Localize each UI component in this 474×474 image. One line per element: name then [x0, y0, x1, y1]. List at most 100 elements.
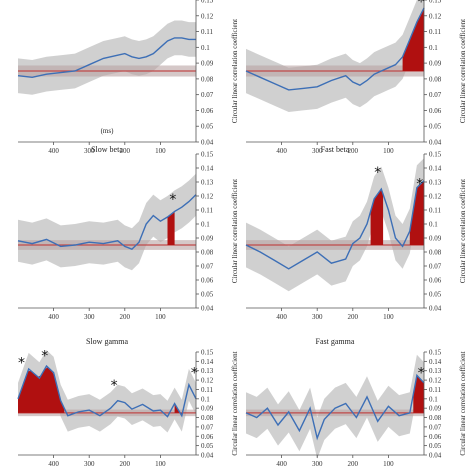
y-tick-label: 0.06	[429, 433, 442, 441]
significance-star: *	[416, 176, 423, 192]
y-tick-label: 0.14	[201, 358, 214, 366]
significance-star: *	[111, 378, 118, 394]
significant-region	[409, 180, 424, 245]
y-tick-label: 0.15	[429, 349, 442, 357]
mean-line	[17, 194, 197, 251]
x-tick-label: 300	[312, 460, 323, 468]
y-tick-label: 0.05	[429, 291, 442, 299]
y-tick-label: 0.04	[201, 452, 214, 460]
confidence-band	[246, 0, 424, 112]
y-tick-label: 0.1	[201, 395, 210, 403]
panel-title: Fast gamma	[316, 337, 355, 346]
y-tick-label: 0.1	[429, 395, 438, 403]
y-tick-label: 0.08	[201, 249, 214, 257]
significant-region	[167, 211, 175, 245]
significance-star: *	[41, 349, 48, 365]
y-tick-label: 0.06	[201, 107, 214, 115]
panel-title: Slow beta	[91, 145, 123, 154]
y-tick-label: 0.11	[429, 28, 441, 36]
confidence-band	[246, 158, 424, 292]
y-tick-label: 0.12	[429, 377, 442, 385]
y-tick-label: 0.07	[429, 263, 442, 271]
y-tick-label: 0.1	[201, 221, 210, 229]
x-tick-label: 300	[312, 147, 323, 155]
panel-5: Fast gamma 400 300 200 1000.040.050.060.070…	[245, 337, 467, 468]
x-tick-label: 400	[276, 313, 287, 321]
x-tick-label: 100	[383, 313, 394, 321]
y-tick-label: 0.1	[201, 44, 210, 52]
panel-2: Slow beta 400 300 200 100 0.04 0.05 0.06 0.07 0.…	[17, 145, 239, 321]
panel-4: Slow gamma 400 300 200 1000.040.050.060.070…	[17, 337, 239, 468]
x-tick-label: 100	[155, 313, 166, 321]
y-tick-label: 0.09	[429, 405, 442, 413]
y-tick-label: 0.04	[429, 305, 442, 313]
panel-title: Slow gamma	[86, 337, 128, 346]
y-axis-label: Circular linear correlation coefficient	[231, 19, 239, 123]
y-tick-label: 0.07	[429, 423, 442, 431]
x-tick-label: 100	[383, 460, 394, 468]
x-tick-label: 200	[348, 313, 359, 321]
x-tick-label: 100	[383, 147, 394, 155]
y-axis-label: Circular linear correlation coefficient	[231, 351, 239, 455]
y-tick-label: 0.11	[201, 28, 213, 36]
y-tick-label: 0.12	[429, 12, 442, 20]
y-axis-label: Circular linear correlation coefficient	[459, 351, 467, 455]
y-tick-label: 0.13	[201, 367, 214, 375]
mean-line	[17, 37, 196, 79]
x-tick-label: 400	[48, 313, 59, 321]
significant-region	[413, 375, 424, 413]
y-tick-label: 0.09	[201, 60, 214, 68]
y-tick-label: 0.07	[429, 91, 442, 99]
panel-0: (ms) 400 300 200 100 0.04 0.05 0.06 0.07 0.08 0.0…	[17, 0, 239, 155]
x-tick-label: 100	[155, 147, 166, 155]
significance-star: *	[418, 366, 425, 382]
y-tick-label: 0.04	[429, 452, 442, 460]
y-tick-label: 0.07	[201, 423, 214, 431]
y-axis-label: Circular linear correlation coefficient	[459, 179, 467, 283]
x-tick-label: 400	[48, 147, 59, 155]
y-tick-label: 0.1	[429, 44, 438, 52]
mean-line	[245, 7, 425, 91]
x-tick-label: 400	[48, 460, 59, 468]
y-axis-label: Circular linear correlation coefficient	[231, 179, 239, 283]
x-tick-label: 200	[120, 313, 131, 321]
y-tick-label: 0.13	[201, 179, 214, 187]
y-tick-label: 0.12	[429, 193, 442, 201]
y-tick-label: 0.09	[429, 235, 442, 243]
y-tick-label: 0.05	[201, 123, 214, 131]
y-tick-label: 0.11	[201, 386, 213, 394]
x-tick-label: 200	[348, 147, 359, 155]
mean-line	[245, 180, 425, 270]
confidence-band	[246, 354, 424, 459]
y-tick-label: 0.12	[201, 193, 214, 201]
y-axis-label: Circular linear correlation coefficient	[459, 19, 467, 123]
y-tick-label: 0.09	[429, 60, 442, 68]
significant-region	[402, 7, 424, 71]
y-tick-label: 0.09	[201, 235, 214, 243]
y-tick-label: 0.14	[429, 165, 442, 173]
significance-star: *	[418, 0, 425, 11]
panel-3: Fast beta 400 300 200 100 0.04 0.05 0.06 0.07 0.…	[245, 145, 467, 321]
mean-line	[245, 373, 425, 441]
y-tick-label: 0.08	[429, 249, 442, 257]
y-tick-label: 0.06	[201, 433, 214, 441]
y-tick-label: 0.07	[201, 91, 214, 99]
x-tick-label: 300	[84, 460, 95, 468]
significance-star: *	[169, 192, 176, 208]
x-tick-label: 100	[155, 460, 166, 468]
y-tick-label: 0.12	[201, 377, 214, 385]
y-tick-label: 0.13	[429, 179, 442, 187]
y-tick-label: 0.14	[201, 165, 214, 173]
x-tick-label: 400	[276, 460, 287, 468]
mean-line	[17, 364, 197, 418]
y-tick-label: 0.15	[429, 151, 442, 159]
significance-star: *	[18, 355, 25, 371]
x-tick-label: 200	[120, 147, 131, 155]
y-tick-label: 0.13	[429, 0, 442, 5]
x-tick-label: 300	[84, 147, 95, 155]
y-tick-label: 0.08	[429, 414, 442, 422]
y-tick-label: 0.06	[201, 277, 214, 285]
x-tick-label: 200	[120, 460, 131, 468]
x-axis-label: (ms)	[101, 127, 115, 135]
